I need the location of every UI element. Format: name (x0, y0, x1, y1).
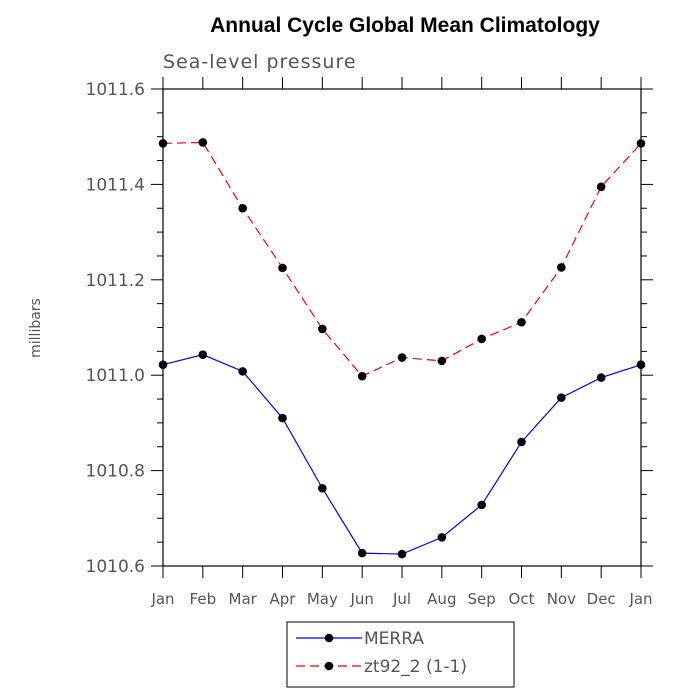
y-tick-label: 1011.0 (86, 366, 145, 386)
x-tick-label: Dec (587, 590, 616, 608)
data-point (278, 263, 287, 273)
data-point (198, 138, 208, 147)
data-point (636, 139, 646, 148)
y-tick-label: 1011.6 (86, 80, 145, 100)
x-tick-label: Aug (427, 590, 456, 608)
x-tick-label: May (307, 590, 338, 608)
x-tick-label: Sep (468, 590, 496, 608)
legend-box (286, 621, 515, 688)
data-point (397, 549, 407, 559)
legend-entry: MERRA (364, 629, 424, 649)
data-point (318, 483, 327, 493)
legend-marker (324, 661, 334, 671)
x-tick-label: Apr (270, 590, 297, 608)
data-point (357, 371, 367, 381)
data-point (596, 182, 606, 192)
y-tick-label: 1011.2 (86, 271, 145, 291)
data-point (477, 334, 486, 344)
data-point (198, 350, 208, 359)
x-tick-label: Oct (509, 590, 535, 608)
x-tick-label: Nov (547, 590, 576, 608)
y-tick-label: 1010.8 (86, 462, 145, 482)
x-tick-label: Mar (229, 590, 258, 608)
legend: MERRA zt92_2 (1-1) (286, 621, 515, 688)
data-point (477, 500, 486, 510)
legend-marker (324, 633, 334, 643)
data-point (596, 373, 606, 382)
data-point (397, 353, 407, 362)
y-tick-label: 1011.4 (86, 175, 145, 195)
x-tick-label: Jun (349, 590, 373, 608)
axes: 1010.6 1010.8 1011.0 1011.2 1011.4 1011.6 Jan F… (86, 77, 653, 608)
data-point (557, 393, 566, 402)
series-1 (158, 138, 646, 381)
y-tick-label: 1010.6 (86, 557, 145, 577)
data-point (517, 317, 526, 327)
data-point (557, 263, 566, 272)
chart-subtitle: Sea-level pressure (163, 51, 357, 73)
series-layer (158, 138, 646, 559)
plot-frame (162, 88, 642, 567)
data-point (437, 356, 447, 366)
y-axis-label: millibars (28, 298, 44, 358)
data-point (238, 367, 247, 376)
data-point (158, 360, 168, 370)
series-line (162, 354, 642, 555)
x-tick-label: Jul (392, 590, 411, 608)
x-tick-label: Jan (628, 590, 652, 608)
series-line (162, 141, 642, 377)
x-tick-label: Feb (190, 590, 217, 608)
chart-title: Annual Cycle Global Mean Climatology (210, 14, 600, 37)
data-point (158, 139, 168, 148)
data-point (517, 437, 526, 447)
data-point (357, 548, 367, 558)
data-point (238, 203, 247, 213)
legend-entry: zt92_2 (1-1) (364, 657, 467, 677)
data-point (636, 360, 646, 370)
data-point (437, 533, 447, 542)
x-tick-label: Jan (150, 590, 174, 608)
data-point (318, 324, 327, 334)
data-point (278, 413, 287, 423)
series-0 (158, 350, 646, 559)
